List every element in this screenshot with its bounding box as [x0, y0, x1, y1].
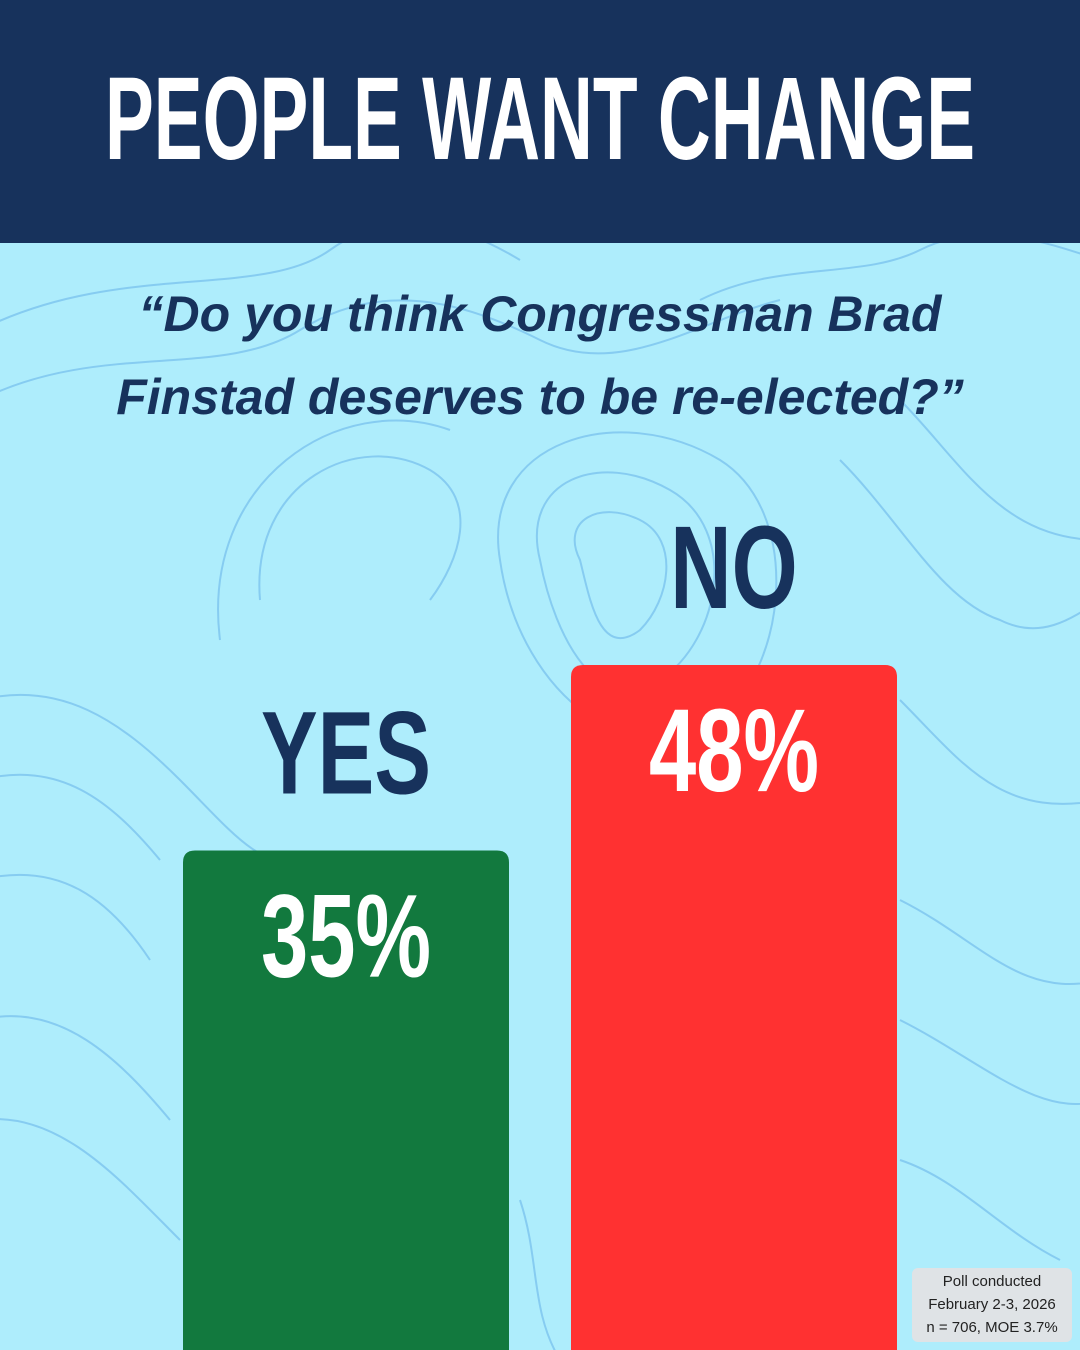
note: n = 706, MOE 3.7%: [926, 1319, 1057, 1336]
header-band: [0, 0, 1080, 243]
value-label: 48%: [649, 684, 819, 816]
category-label: NO: [670, 501, 797, 633]
bar: [571, 665, 897, 1350]
note-box: [912, 1268, 1072, 1342]
value-label: 35%: [261, 870, 431, 1002]
subtitle: “Do you think Congressman Brad: [139, 286, 943, 342]
bar: [183, 850, 509, 1350]
note: February 2-3, 2026: [928, 1296, 1056, 1313]
note: Poll conducted: [943, 1273, 1041, 1290]
category-label: YES: [261, 687, 431, 819]
subtitle: Finstad deserves to be re-elected?”: [116, 369, 964, 425]
chart-title: PEOPLE WANT CHANGE: [105, 53, 975, 185]
